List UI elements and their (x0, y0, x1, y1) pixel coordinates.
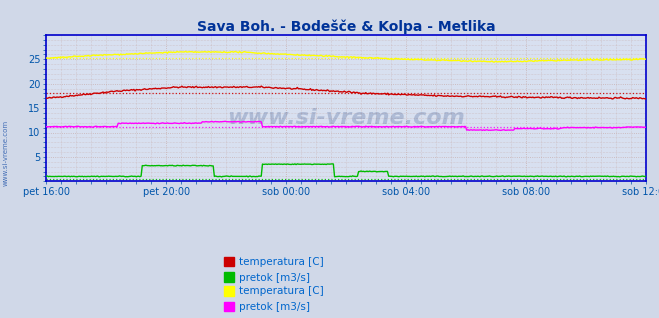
Text: www.si-vreme.com: www.si-vreme.com (227, 108, 465, 128)
Text: www.si-vreme.com: www.si-vreme.com (2, 120, 9, 186)
Legend: temperatura [C], pretok [m3/s]: temperatura [C], pretok [m3/s] (221, 283, 328, 315)
Title: Sava Boh. - Bodešče & Kolpa - Metlika: Sava Boh. - Bodešče & Kolpa - Metlika (196, 19, 496, 34)
